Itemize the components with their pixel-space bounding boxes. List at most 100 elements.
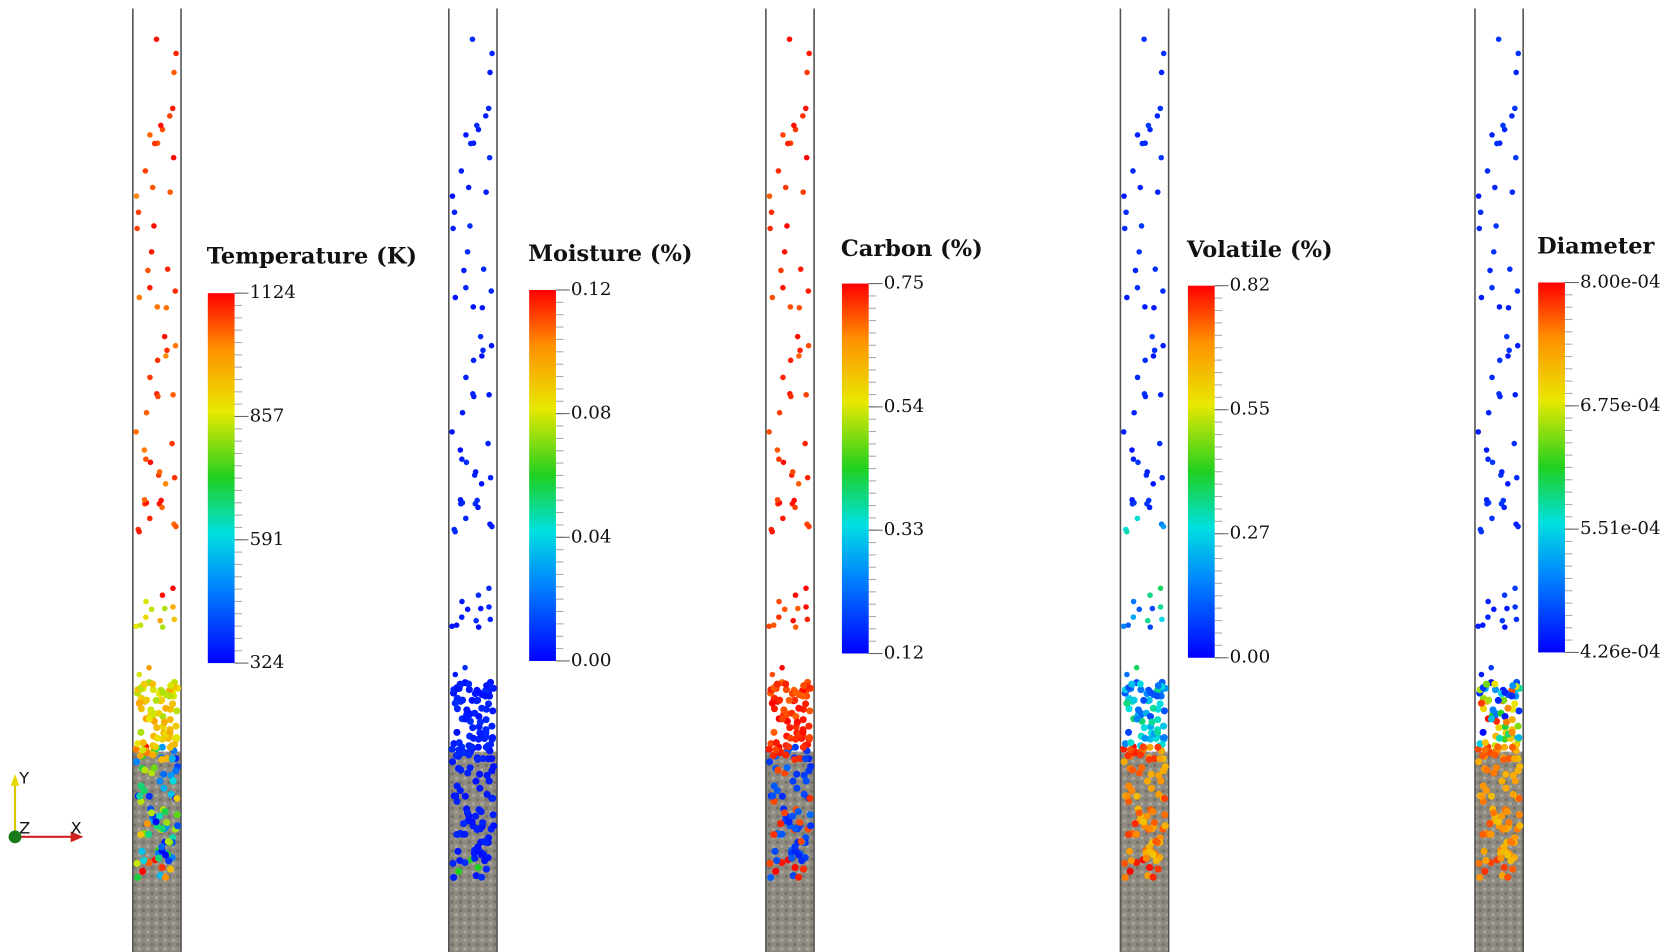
particle <box>147 515 153 522</box>
particle <box>1491 606 1497 613</box>
particle <box>463 706 471 714</box>
particle <box>173 523 179 530</box>
particle <box>1136 249 1142 255</box>
particle <box>161 808 169 816</box>
particle <box>465 680 473 688</box>
particle <box>1487 792 1495 800</box>
particle <box>148 249 155 255</box>
particle <box>1138 764 1146 772</box>
particle <box>166 716 174 724</box>
particle <box>1487 267 1493 274</box>
particle <box>782 751 790 759</box>
particle <box>766 429 772 435</box>
particle <box>770 705 778 713</box>
particle <box>1475 859 1483 867</box>
particle <box>474 497 480 504</box>
particle <box>780 284 786 291</box>
particle <box>1497 393 1503 400</box>
particle <box>796 755 804 763</box>
particle <box>1124 671 1130 678</box>
particle <box>452 528 458 535</box>
particle <box>1506 837 1514 846</box>
particle <box>449 429 455 435</box>
particle <box>1492 764 1500 772</box>
particle <box>1516 822 1524 830</box>
particle <box>1502 624 1508 630</box>
particle <box>1130 456 1137 462</box>
particle <box>1498 777 1506 785</box>
particle <box>159 712 167 720</box>
particle <box>477 808 485 816</box>
particle <box>488 767 496 775</box>
particle <box>787 357 794 364</box>
colorbar-tick-label: 0.12 <box>571 279 612 300</box>
particle <box>1514 288 1521 294</box>
particle <box>797 347 803 354</box>
particle <box>489 734 497 742</box>
colorbar-tick-label: 0.75 <box>884 273 925 294</box>
particle <box>166 743 174 751</box>
particle <box>160 718 168 726</box>
particle <box>149 184 156 191</box>
particle <box>169 700 177 708</box>
particle <box>475 735 483 743</box>
particle <box>158 497 164 504</box>
particle <box>452 751 460 760</box>
particle <box>487 474 494 481</box>
particle <box>1148 718 1156 726</box>
particle <box>1152 857 1160 865</box>
particle <box>451 699 459 707</box>
particle <box>786 734 794 742</box>
particle <box>1149 851 1157 859</box>
particle <box>1515 50 1522 57</box>
particle <box>1478 294 1485 301</box>
particle <box>147 706 155 714</box>
particle <box>469 724 477 732</box>
particle <box>154 304 161 310</box>
particle <box>1146 712 1155 720</box>
particle <box>1479 831 1487 839</box>
particle <box>776 409 783 416</box>
particle <box>1500 497 1507 504</box>
particle <box>1121 859 1129 867</box>
particle <box>793 718 801 726</box>
particle <box>774 447 781 453</box>
particle <box>766 859 774 867</box>
particle <box>1506 347 1512 354</box>
particle <box>789 812 797 820</box>
particle <box>1483 447 1490 453</box>
particle <box>145 830 153 838</box>
particle <box>172 722 180 730</box>
particle <box>1500 122 1506 129</box>
particle <box>456 787 464 795</box>
particle <box>460 820 468 828</box>
particle <box>132 745 140 753</box>
particle <box>169 440 175 447</box>
particle <box>1149 333 1155 340</box>
particle <box>1509 771 1517 779</box>
particle <box>1134 374 1141 381</box>
particle <box>1158 69 1165 76</box>
particle <box>488 342 495 349</box>
particle <box>135 699 143 707</box>
particle <box>147 132 153 138</box>
particle <box>1157 105 1164 112</box>
particle <box>799 716 807 724</box>
particle <box>1492 184 1498 191</box>
particle <box>1124 751 1132 760</box>
particle <box>1134 284 1141 291</box>
particle <box>137 728 145 736</box>
particle <box>1482 680 1490 688</box>
particle <box>140 680 148 688</box>
particle <box>147 459 154 466</box>
particle <box>1157 604 1164 610</box>
particle <box>138 847 146 855</box>
particle <box>474 864 482 872</box>
colorbar <box>207 293 235 664</box>
particle <box>155 854 163 862</box>
particle <box>1144 617 1151 624</box>
particle <box>780 809 789 817</box>
particle <box>803 604 809 610</box>
particle <box>789 777 797 785</box>
particle <box>161 333 168 340</box>
